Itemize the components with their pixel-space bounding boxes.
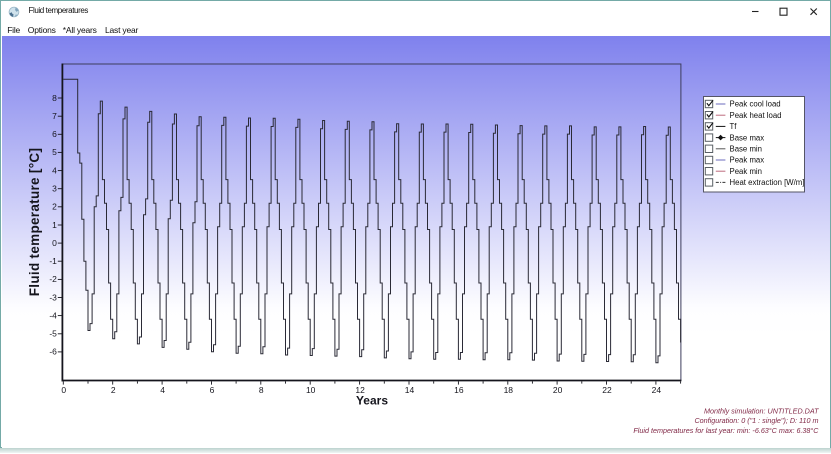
- svg-text:Fluid temperatures for last ye: Fluid temperatures for last year: min: -…: [633, 426, 819, 435]
- svg-text:1: 1: [52, 220, 57, 230]
- svg-text:-4: -4: [49, 310, 57, 320]
- svg-text:12: 12: [355, 385, 365, 395]
- svg-text:Fluid temperature [°C]: Fluid temperature [°C]: [27, 148, 42, 297]
- svg-text:-3: -3: [49, 292, 57, 302]
- svg-text:Peak cool load: Peak cool load: [730, 100, 781, 109]
- svg-text:10: 10: [306, 385, 316, 395]
- svg-text:16: 16: [454, 385, 464, 395]
- svg-text:2: 2: [52, 202, 57, 212]
- svg-text:Configuration: 0 ("1 : single": Configuration: 0 ("1 : single"); D: 110 …: [694, 416, 818, 425]
- svg-text:-5: -5: [49, 329, 57, 339]
- svg-text:-1: -1: [49, 256, 57, 266]
- svg-text:2: 2: [111, 385, 116, 395]
- svg-text:Peak max: Peak max: [730, 156, 765, 165]
- svg-text:Base max: Base max: [730, 133, 765, 142]
- svg-text:Tf: Tf: [730, 122, 738, 131]
- svg-text:20: 20: [553, 385, 563, 395]
- svg-text:8: 8: [52, 93, 57, 103]
- svg-text:6: 6: [210, 385, 215, 395]
- svg-text:14: 14: [405, 385, 415, 395]
- svg-text:6: 6: [52, 129, 57, 139]
- svg-text:24: 24: [652, 385, 662, 395]
- svg-text:22: 22: [602, 385, 612, 395]
- svg-text:-2: -2: [49, 274, 57, 284]
- svg-text:0: 0: [52, 238, 57, 248]
- svg-text:4: 4: [160, 385, 165, 395]
- svg-text:0: 0: [61, 385, 66, 395]
- svg-text:-6: -6: [49, 347, 57, 357]
- svg-text:Base min: Base min: [730, 145, 763, 154]
- svg-text:3: 3: [52, 184, 57, 194]
- svg-text:Peak heat load: Peak heat load: [730, 111, 782, 120]
- svg-text:Heat extraction [W/m]: Heat extraction [W/m]: [730, 178, 805, 187]
- svg-text:Peak min: Peak min: [730, 167, 763, 176]
- svg-text:Monthly simulation: UNTITLED.D: Monthly simulation: UNTITLED.DAT: [704, 406, 819, 415]
- svg-text:18: 18: [504, 385, 514, 395]
- svg-text:4: 4: [52, 165, 57, 175]
- svg-text:5: 5: [52, 147, 57, 157]
- svg-text:8: 8: [259, 385, 264, 395]
- svg-text:7: 7: [52, 111, 57, 121]
- svg-text:Years: Years: [356, 394, 388, 408]
